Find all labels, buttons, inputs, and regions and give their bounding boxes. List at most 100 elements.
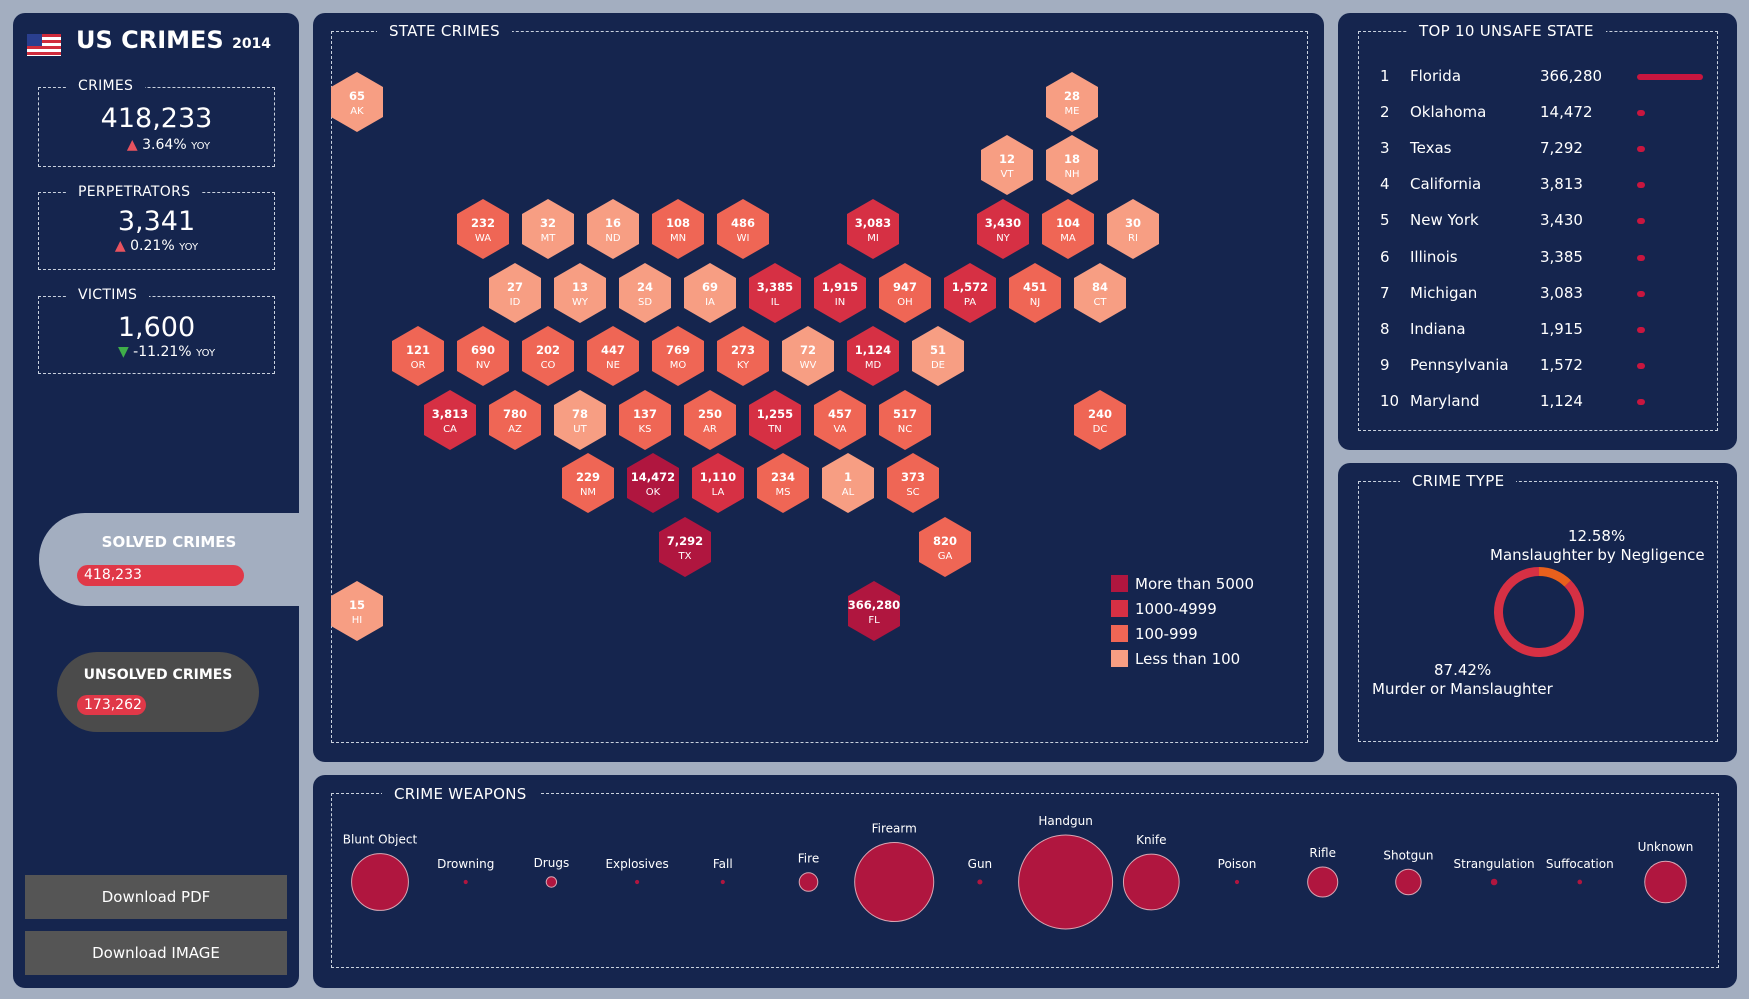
state-hex-ne[interactable]: 447 NE [587,326,639,386]
weapon-bubble[interactable] [351,853,409,911]
top10-row[interactable]: 5 New York 3,430 [1380,211,1710,231]
state-hex-ks[interactable]: 137 KS [619,390,671,450]
state-hex-nm[interactable]: 229 NM [562,453,614,513]
state-hex-shape[interactable] [684,390,736,450]
state-hex-shape[interactable] [331,581,383,641]
state-hex-ak[interactable]: 65 AK [331,72,383,132]
state-hex-shape[interactable] [562,453,614,513]
top10-row[interactable]: 6 Illinois 3,385 [1380,248,1710,268]
state-hex-shape[interactable] [652,199,704,259]
state-hex-shape[interactable] [619,263,671,323]
state-hex-shape[interactable] [879,263,931,323]
state-hex-shape[interactable] [847,199,899,259]
download-image-button[interactable]: Download IMAGE [25,931,287,975]
weapon-bubble[interactable] [1122,853,1180,911]
state-hex-pa[interactable]: 1,572 PA [944,263,996,323]
state-hex-shape[interactable] [587,199,639,259]
weapon-poison[interactable]: Poison [1218,857,1257,885]
state-hex-in[interactable]: 1,915 IN [814,263,866,323]
weapon-bubble[interactable] [798,872,819,892]
top10-row[interactable]: 10 Maryland 1,124 [1380,392,1710,412]
weapon-blunt-object[interactable]: Blunt Object [343,833,418,911]
state-hex-shape[interactable] [717,326,769,386]
state-hex-shape[interactable] [944,263,996,323]
top10-row[interactable]: 7 Michigan 3,083 [1380,284,1710,304]
weapon-drugs[interactable]: Drugs [534,856,570,888]
state-hex-la[interactable]: 1,110 LA [692,453,744,513]
weapon-unknown[interactable]: Unknown [1638,840,1694,904]
weapon-bubble[interactable] [545,876,558,888]
download-pdf-button[interactable]: Download PDF [25,875,287,919]
weapon-gun[interactable]: Gun [968,857,993,885]
weapon-bubble[interactable] [1018,834,1114,930]
weapon-bubble[interactable] [1307,866,1339,898]
state-hex-sd[interactable]: 24 SD [619,263,671,323]
top10-row[interactable]: 8 Indiana 1,915 [1380,320,1710,340]
state-hex-tx[interactable]: 7,292 TX [659,517,711,577]
state-hex-shape[interactable] [392,326,444,386]
state-hex-shape[interactable] [1042,199,1094,259]
state-hex-ms[interactable]: 234 MS [757,453,809,513]
top10-row[interactable]: 9 Pennsylvania 1,572 [1380,356,1710,376]
state-hex-ut[interactable]: 78 UT [554,390,606,450]
state-hex-shape[interactable] [554,263,606,323]
state-hex-shape[interactable] [659,517,711,577]
state-hex-shape[interactable] [977,199,1029,259]
weapon-drowning[interactable]: Drowning [437,857,494,885]
state-hex-ky[interactable]: 273 KY [717,326,769,386]
state-hex-wy[interactable]: 13 WY [554,263,606,323]
state-hex-ri[interactable]: 30 RI [1107,199,1159,259]
weapon-bubble[interactable] [1234,879,1240,885]
state-hex-nv[interactable]: 690 NV [457,326,509,386]
weapon-explosives[interactable]: Explosives [605,857,669,885]
state-hex-shape[interactable] [749,390,801,450]
state-hex-md[interactable]: 1,124 MD [847,326,899,386]
state-hex-vt[interactable]: 12 VT [981,135,1033,195]
state-hex-shape[interactable] [554,390,606,450]
weapon-bubble[interactable] [1577,879,1583,885]
state-hex-ma[interactable]: 104 MA [1042,199,1094,259]
top10-row[interactable]: 4 California 3,813 [1380,175,1710,195]
state-hex-shape[interactable] [879,390,931,450]
state-hex-ny[interactable]: 3,430 NY [977,199,1029,259]
state-hex-nh[interactable]: 18 NH [1046,135,1098,195]
state-hex-nc[interactable]: 517 NC [879,390,931,450]
unsolved-crimes-card[interactable] [57,652,259,732]
state-hex-shape[interactable] [919,517,971,577]
state-hex-shape[interactable] [1046,72,1098,132]
state-hex-shape[interactable] [847,326,899,386]
weapon-bubble[interactable] [720,879,725,885]
state-hex-shape[interactable] [1074,390,1126,450]
state-hex-shape[interactable] [684,263,736,323]
state-hex-hi[interactable]: 15 HI [331,581,383,641]
weapon-shotgun[interactable]: Shotgun [1383,848,1433,896]
state-hex-shape[interactable] [457,199,509,259]
state-hex-shape[interactable] [692,453,744,513]
state-hex-mi[interactable]: 3,083 MI [847,199,899,259]
state-hex-shape[interactable] [1107,199,1159,259]
solved-crimes-card[interactable] [39,513,301,606]
state-hex-shape[interactable] [717,199,769,259]
weapon-fire[interactable]: Fire [798,852,819,892]
state-hex-shape[interactable] [981,135,1033,195]
state-hex-de[interactable]: 51 DE [912,326,964,386]
state-hex-shape[interactable] [782,326,834,386]
state-hex-shape[interactable] [1009,263,1061,323]
state-hex-shape[interactable] [814,263,866,323]
state-hex-shape[interactable] [814,390,866,450]
state-hex-oh[interactable]: 947 OH [879,263,931,323]
state-hex-nj[interactable]: 451 NJ [1009,263,1061,323]
donut-slice[interactable] [1539,567,1571,587]
state-hex-ar[interactable]: 250 AR [684,390,736,450]
state-hex-shape[interactable] [522,199,574,259]
weapon-bubble[interactable] [1395,868,1422,896]
state-hex-shape[interactable] [652,326,704,386]
state-hex-shape[interactable] [489,390,541,450]
weapon-bubble[interactable] [463,879,468,885]
state-hex-mo[interactable]: 769 MO [652,326,704,386]
state-hex-shape[interactable] [627,453,679,513]
weapon-bubble[interactable] [1644,860,1687,904]
top10-row[interactable]: 3 Texas 7,292 [1380,139,1710,159]
weapon-bubble[interactable] [977,879,983,885]
state-hex-shape[interactable] [331,72,383,132]
